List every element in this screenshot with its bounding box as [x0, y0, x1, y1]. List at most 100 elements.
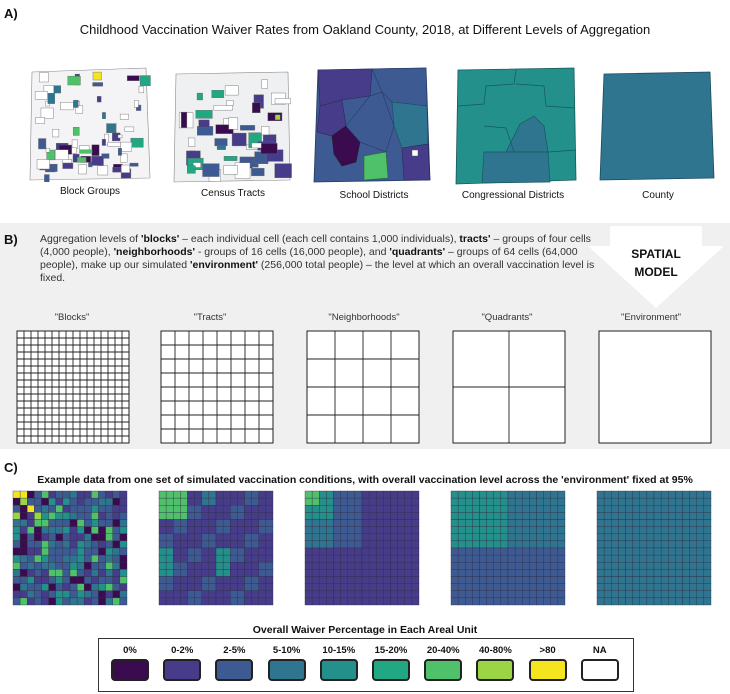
- sim-cell: [550, 540, 559, 549]
- map-cell: [198, 119, 210, 128]
- sim-cell: [625, 547, 633, 556]
- sim-cell: [660, 505, 669, 513]
- sim-cell: [265, 490, 274, 499]
- sim-cell: [536, 533, 544, 542]
- map-cell: [92, 82, 104, 87]
- sim-cell: [34, 526, 42, 534]
- sim-cell: [76, 497, 85, 506]
- sim-cell: [230, 583, 238, 591]
- sim-cell: [354, 526, 363, 534]
- sim-cell: [165, 490, 174, 499]
- sim-cell: [625, 526, 633, 534]
- sim-cell: [34, 505, 42, 513]
- legend-swatch: [372, 659, 410, 681]
- sim-cell: [244, 497, 252, 506]
- sim-cell: [479, 569, 487, 577]
- sim-cell: [376, 519, 384, 527]
- sim-environment: [596, 490, 712, 606]
- sim-cell: [536, 569, 544, 577]
- sim-cell: [34, 554, 42, 563]
- sim-cell: [625, 583, 633, 591]
- sim-cell: [660, 597, 669, 606]
- sim-cell: [507, 497, 516, 506]
- sim-cell: [368, 505, 377, 513]
- sim-cell: [557, 569, 566, 577]
- sim-cell: [84, 554, 92, 563]
- sim-cell: [173, 540, 181, 549]
- sim-cell: [390, 562, 398, 570]
- sim-cell: [41, 554, 49, 563]
- sim-cell: [514, 505, 523, 513]
- sim-cell: [514, 583, 523, 591]
- sim-cell: [27, 519, 35, 527]
- sim-cell: [465, 505, 473, 513]
- sim-cell: [91, 533, 99, 542]
- sim-cell: [689, 569, 697, 577]
- sim-cell: [457, 569, 466, 577]
- sim-cell: [536, 540, 544, 549]
- sim-cell: [500, 554, 509, 563]
- sim-cell: [165, 519, 174, 527]
- sim-cell: [251, 547, 259, 556]
- sim-cell: [194, 569, 202, 577]
- sim-cell: [215, 597, 224, 606]
- sim-cell: [668, 490, 676, 499]
- sim-cell: [340, 519, 348, 527]
- sim-cell: [368, 533, 377, 542]
- sim-cell: [543, 505, 551, 513]
- sim-cell: [12, 597, 21, 606]
- sim-cell: [550, 562, 559, 570]
- sim-cell: [703, 583, 712, 591]
- map-cell: [261, 126, 270, 136]
- sim-cell: [194, 576, 202, 584]
- grid-label-blocks: "Blocks": [54, 312, 90, 323]
- sim-cell: [244, 554, 252, 563]
- legend-item: 10-15%: [314, 645, 364, 681]
- sim-cell: [689, 519, 697, 527]
- sim-cell: [411, 519, 420, 527]
- sim-cell: [703, 519, 712, 527]
- sim-cell: [69, 540, 78, 549]
- sim-cell: [390, 512, 398, 520]
- sim-cell: [258, 554, 267, 563]
- sim-cell: [675, 590, 683, 599]
- sim-cell: [55, 533, 64, 542]
- sim-cell: [682, 576, 690, 584]
- sim-cell: [187, 590, 195, 599]
- sim-cell: [479, 490, 487, 499]
- sim-cell: [450, 533, 459, 542]
- sim-cell: [12, 547, 21, 556]
- sim-cell: [596, 562, 605, 570]
- sim-cell: [201, 547, 210, 556]
- sim-cell: [500, 540, 509, 549]
- sim-cell: [304, 540, 313, 549]
- sim-cell: [105, 597, 113, 606]
- sim-cell: [222, 533, 231, 542]
- sim-cell: [105, 519, 113, 527]
- sim-cell: [98, 554, 106, 563]
- sim-cell: [84, 512, 92, 520]
- sim-cell: [493, 569, 502, 577]
- sim-cell: [119, 497, 128, 506]
- sim-cell: [69, 569, 78, 577]
- sim-cell: [187, 583, 195, 591]
- sim-cell: [611, 597, 619, 606]
- sim-cell: [62, 505, 71, 513]
- sim-cell: [340, 526, 348, 534]
- sim-cell: [158, 526, 167, 534]
- sim-cell: [340, 505, 348, 513]
- map-cell: [138, 86, 144, 94]
- sim-cell: [304, 576, 313, 584]
- sim-cell: [12, 512, 21, 520]
- sim-cell: [632, 505, 640, 513]
- sim-cell: [376, 540, 384, 549]
- sim-cell: [69, 554, 78, 563]
- sim-cell: [201, 512, 210, 520]
- sim-cell: [41, 533, 49, 542]
- sim-cell: [194, 533, 202, 542]
- sim-cell: [646, 590, 655, 599]
- map-cell: [274, 163, 292, 178]
- sim-cell: [311, 569, 320, 577]
- sim-cell: [457, 597, 466, 606]
- sim-cell: [361, 533, 370, 542]
